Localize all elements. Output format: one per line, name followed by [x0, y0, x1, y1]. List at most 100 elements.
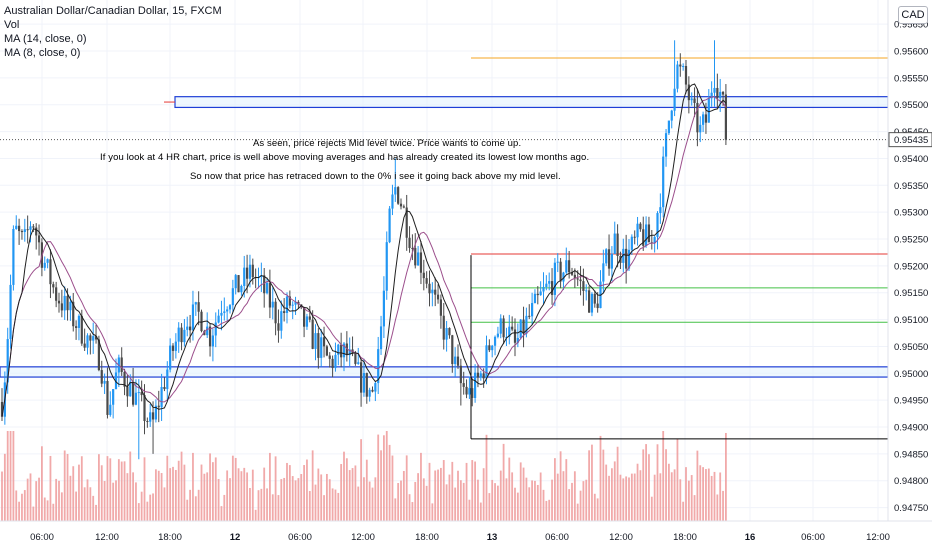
- candle-body: [246, 267, 249, 279]
- candle-body: [35, 227, 38, 236]
- volume-bar: [542, 489, 545, 521]
- volume-bar: [622, 478, 625, 521]
- volume-bar: [183, 464, 186, 521]
- candle-body: [687, 84, 690, 101]
- candle-body: [721, 91, 725, 95]
- candle-body: [451, 335, 454, 365]
- volume-bar: [468, 499, 471, 521]
- volume-bar: [277, 495, 280, 521]
- volume-bar: [525, 477, 528, 521]
- price-tick-label: 0.95300: [894, 208, 928, 219]
- volume-bar: [126, 473, 129, 521]
- legend-symbol[interactable]: Australian Dollar/Canadian Dollar, 15, F…: [4, 5, 222, 17]
- candle-body: [602, 263, 605, 282]
- candle-body: [114, 372, 118, 390]
- candle-body: [100, 370, 103, 384]
- volume-bar: [112, 482, 115, 521]
- volume-bar: [72, 466, 75, 521]
- candle-body: [388, 208, 391, 243]
- candle-body: [37, 235, 41, 243]
- volume-bar: [365, 459, 368, 521]
- volume-bar: [579, 490, 582, 521]
- volume-bar: [425, 485, 428, 521]
- candle-body: [160, 386, 163, 408]
- candle-body: [140, 392, 143, 396]
- candle-body: [191, 304, 195, 331]
- candle-body: [579, 279, 582, 282]
- volume-bar: [434, 470, 437, 521]
- volume-bar: [226, 470, 229, 521]
- price-tick-label: 0.95350: [894, 181, 928, 192]
- candle-body: [448, 327, 451, 336]
- legend-ma14[interactable]: MA (14, close, 0): [4, 33, 87, 45]
- volume-bar: [582, 481, 585, 521]
- candle-body: [103, 380, 106, 384]
- candle-body: [308, 316, 311, 320]
- legend-ma8[interactable]: MA (8, close, 0): [4, 47, 81, 59]
- candle-body: [533, 293, 537, 304]
- price-tick-label: 0.95500: [894, 100, 928, 111]
- volume-bar: [240, 471, 243, 521]
- volume-bar: [665, 449, 667, 521]
- volume-bar: [585, 479, 588, 521]
- volume-bar: [251, 469, 254, 521]
- candle-body: [220, 312, 223, 316]
- currency-button[interactable]: CAD: [898, 6, 928, 24]
- volume-bar: [354, 465, 357, 521]
- volume-bar: [26, 478, 29, 521]
- volume-bar: [653, 474, 656, 521]
- volume-bar: [75, 491, 77, 521]
- candle-body: [271, 301, 274, 308]
- volume-bars: [1, 431, 727, 521]
- volume-bar: [599, 435, 602, 521]
- candle-body: [673, 88, 676, 111]
- volume-bar: [411, 502, 414, 521]
- volume-bar: [180, 451, 183, 521]
- candle-body: [513, 329, 517, 343]
- volume-bar: [707, 468, 710, 521]
- candle-body: [636, 223, 639, 238]
- candle-body: [545, 283, 548, 287]
- volume-bar: [573, 471, 576, 521]
- time-axis[interactable]: 06:00 12:00 18:00 12 06:00 12:00 18:00 13 06:00 1…: [0, 520, 932, 550]
- volume-bar: [263, 467, 266, 521]
- candle-body: [328, 355, 331, 359]
- last-price-tag-bg: [888, 132, 932, 148]
- candle-body: [112, 389, 115, 405]
- candle-body: [491, 345, 494, 351]
- candle-body: [60, 303, 63, 311]
- candle-body: [251, 264, 254, 278]
- legend-vol[interactable]: Vol: [4, 19, 20, 31]
- volume-bar: [571, 482, 573, 521]
- volume-bar: [625, 476, 628, 521]
- candle-body: [157, 405, 160, 408]
- volume-bar: [186, 499, 189, 521]
- time-tick-label: 12:00: [866, 532, 890, 543]
- candle-body: [647, 224, 651, 243]
- volume-bar: [459, 480, 462, 521]
- candle-body: [702, 114, 705, 125]
- volume-bar: [229, 478, 231, 521]
- candle-body: [49, 259, 52, 285]
- price-tick-label: 0.95000: [894, 369, 928, 380]
- volume-bar: [659, 473, 662, 521]
- price-tick-label: 0.94850: [894, 449, 928, 460]
- candle-body: [653, 236, 656, 243]
- price-axis[interactable]: 0.94750 0.94800 0.94850 0.94900 0.94950 0.950…: [887, 0, 932, 550]
- volume-bar: [246, 472, 248, 521]
- volume-bar: [420, 452, 422, 521]
- candle-body: [177, 327, 180, 342]
- time-axis-bg: [0, 521, 932, 550]
- candle-body: [382, 290, 385, 327]
- volume-bar: [18, 501, 20, 521]
- volume-bar: [448, 474, 451, 521]
- volume-bar: [58, 480, 60, 521]
- volume-bar: [457, 470, 459, 521]
- candle-body: [496, 333, 499, 337]
- candle-body: [274, 301, 277, 324]
- candle-body: [183, 329, 186, 343]
- candle-body: [419, 252, 423, 273]
- candle-body: [94, 336, 98, 340]
- candle-body: [86, 335, 89, 348]
